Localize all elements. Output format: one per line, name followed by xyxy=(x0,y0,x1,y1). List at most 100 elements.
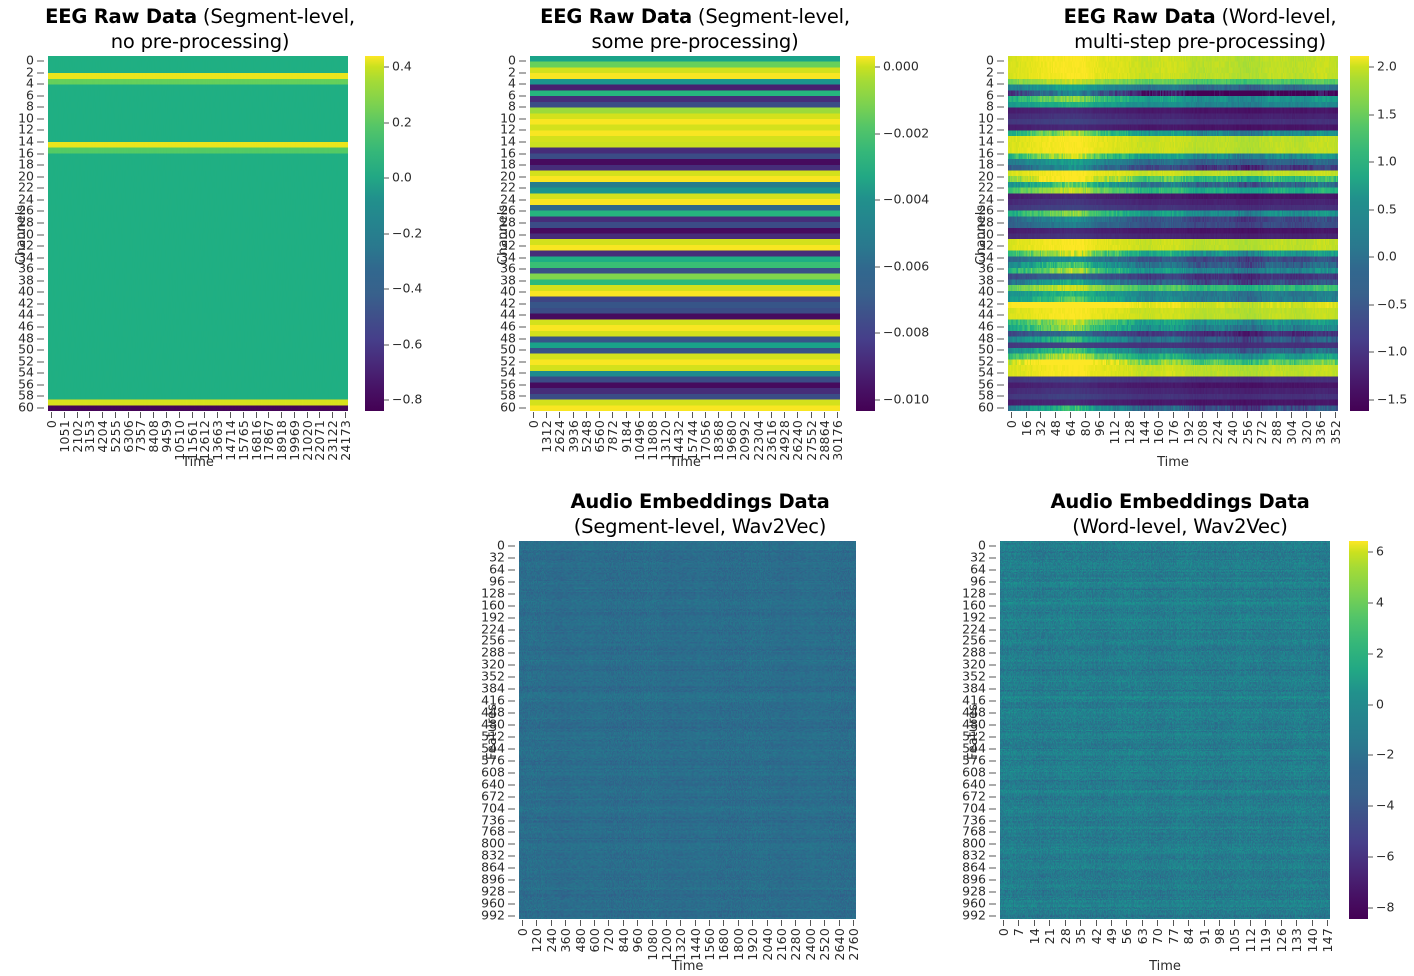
x-tick-label: 176 xyxy=(1166,420,1181,445)
panel4-heatmap[interactable] xyxy=(519,541,856,919)
x-tick-label: 320 xyxy=(1298,420,1314,445)
y-tick-label: 6 xyxy=(986,87,1004,102)
y-tick-label: 864 xyxy=(962,860,996,875)
colorbar-tick-label: 2.0 xyxy=(1369,59,1397,74)
panel5-title-bold: Audio Embeddings Data xyxy=(1050,490,1310,513)
x-tick-mark xyxy=(709,920,711,926)
panel3-ylabel: Channels xyxy=(974,204,989,265)
y-tick-label: 768 xyxy=(481,824,515,839)
x-tick-label: 147 xyxy=(1320,928,1335,953)
panel1-colorbar[interactable]: 0.4 0.2 0.0 −0.2 −0.4 −0.6 −0.8 xyxy=(365,56,422,411)
y-tick-label: 10 xyxy=(500,110,526,125)
panel5-heatmap[interactable] xyxy=(1000,541,1330,919)
y-tick-label: 352 xyxy=(481,669,515,684)
y-tick-label: 128 xyxy=(962,585,996,600)
x-tick-mark xyxy=(293,412,295,418)
panel3-title-line2: multi-step pre-processing) xyxy=(1074,30,1326,53)
y-tick-label: 64 xyxy=(970,561,996,576)
y-tick-label: 42 xyxy=(500,295,526,310)
x-tick-label: 1320 xyxy=(673,928,689,961)
x-tick-mark xyxy=(1172,920,1174,926)
x-tick-label: 1800 xyxy=(730,928,746,961)
x-tick-mark xyxy=(838,920,840,926)
y-tick-label: 448 xyxy=(481,705,515,720)
x-tick-label: 77 xyxy=(1165,928,1181,945)
y-tick-label: 42 xyxy=(978,295,1004,310)
x-tick-label: 160 xyxy=(1151,420,1167,445)
y-tick-label: 54 xyxy=(500,365,526,380)
y-tick-label: 960 xyxy=(962,896,996,911)
y-tick-label: 672 xyxy=(962,788,996,803)
x-tick-label: 2040 xyxy=(759,928,775,961)
colorbar-tick-label: 1.0 xyxy=(1369,154,1397,169)
y-tick-label: 44 xyxy=(500,307,526,322)
y-tick-label: 0 xyxy=(986,53,1004,68)
x-tick-label: 352 xyxy=(1328,420,1343,445)
x-tick-mark xyxy=(718,412,720,418)
y-tick-label: 52 xyxy=(500,353,526,368)
y-tick-label: 18 xyxy=(18,157,44,172)
x-tick-label: 224 xyxy=(1210,420,1226,445)
x-tick-mark xyxy=(810,412,812,418)
y-tick-label: 20 xyxy=(978,168,1004,183)
panel2-heatmap[interactable] xyxy=(530,56,840,411)
y-tick-label: 40 xyxy=(978,284,1004,299)
y-tick-label: 32 xyxy=(489,549,515,564)
x-tick-mark xyxy=(1099,412,1101,418)
y-tick-label: 640 xyxy=(481,776,515,791)
x-tick-mark xyxy=(678,412,680,418)
panel4-title-bold: Audio Embeddings Data xyxy=(570,490,830,513)
y-tick-label: 480 xyxy=(481,717,515,732)
x-tick-label: 32 xyxy=(1033,420,1049,437)
y-tick-label: 992 xyxy=(962,908,996,923)
heatmap-canvas xyxy=(48,56,348,411)
y-tick-label: 896 xyxy=(962,872,996,887)
panel3-heatmap[interactable] xyxy=(1008,56,1338,411)
x-tick-mark xyxy=(1069,412,1071,418)
x-tick-mark xyxy=(704,412,706,418)
x-tick-mark xyxy=(306,412,308,418)
x-tick-label: 960 xyxy=(630,928,646,953)
y-tick-label: 36 xyxy=(500,261,526,276)
y-tick-label: 52 xyxy=(978,353,1004,368)
panel2-colorbar[interactable]: 0.000 −0.002 −0.004 −0.006 −0.008 −0.010 xyxy=(856,56,929,411)
y-tick-label: 576 xyxy=(481,752,515,767)
colorbar-tick-label: −0.004 xyxy=(875,192,929,207)
x-tick-label: 272 xyxy=(1254,420,1270,445)
x-tick-mark xyxy=(1018,920,1020,926)
x-tick-mark xyxy=(638,412,640,418)
x-tick-label: 1920 xyxy=(745,928,761,961)
colorbar-tick-label: −1.0 xyxy=(1369,344,1407,359)
x-tick-mark xyxy=(737,920,739,926)
x-tick-label: 14 xyxy=(1026,928,1042,945)
panel3-colorbar[interactable]: 2.0 1.5 1.0 0.5 0.0 −0.5 −1.0 −1.5 xyxy=(1350,56,1407,411)
panel1-ylabel: Channels xyxy=(14,204,29,265)
x-tick-label: 1200 xyxy=(658,928,674,961)
panel5-colorbar[interactable]: 6 4 2 0 −2 −4 −6 −8 xyxy=(1349,541,1394,919)
x-tick-label: 0 xyxy=(996,928,1011,937)
y-tick-label: 320 xyxy=(962,657,996,672)
panel1-heatmap[interactable] xyxy=(48,56,348,411)
y-tick-label: 40 xyxy=(500,284,526,299)
panel1-yaxis: 0 2 4 6 8 10 12 14 16 18 20 22 24 26 28 30 32 34 36 38 40 42 4… xyxy=(0,53,44,415)
colorbar-tick-label: 0.000 xyxy=(875,59,919,74)
y-tick-label: 26 xyxy=(978,203,1004,218)
x-tick-mark xyxy=(1157,920,1159,926)
y-tick-label: 160 xyxy=(962,597,996,612)
y-tick-label: 22 xyxy=(500,180,526,195)
x-tick-mark xyxy=(731,412,733,418)
y-tick-label: 28 xyxy=(978,214,1004,229)
y-tick-label: 864 xyxy=(481,860,515,875)
y-tick-label: 46 xyxy=(18,319,44,334)
y-tick-label: 60 xyxy=(18,400,44,415)
x-tick-mark xyxy=(1217,412,1219,418)
y-tick-label: 544 xyxy=(481,740,515,755)
y-tick-label: 56 xyxy=(500,376,526,391)
y-tick-label: 58 xyxy=(500,388,526,403)
colorbar-tick-label: −0.6 xyxy=(384,336,422,351)
heatmap-canvas xyxy=(1008,56,1338,411)
x-tick-mark xyxy=(691,412,693,418)
panel3-yaxis: 0 2 4 6 8 10 12 14 16 18 20 22 24 26 28 30 32 34 36 38 40 42 4… xyxy=(960,53,1004,415)
y-tick-label: 0 xyxy=(497,538,515,553)
